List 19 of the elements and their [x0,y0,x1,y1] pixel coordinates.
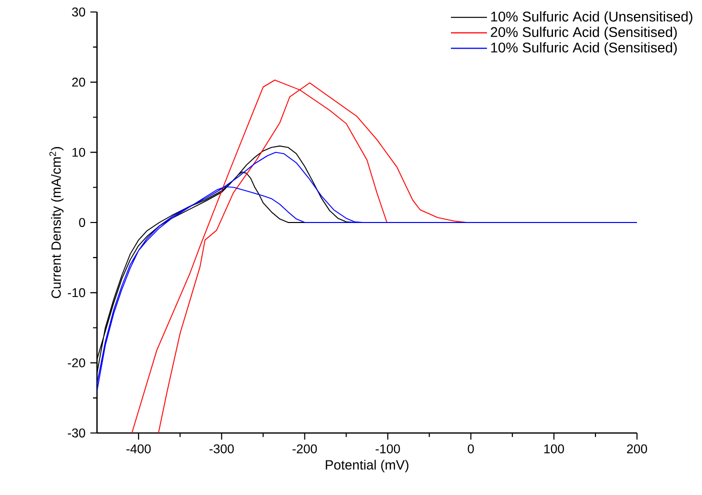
x-tick-label: 0 [468,444,474,454]
x-tick-label: -300 [210,444,234,454]
x-tick-label: 100 [544,444,564,454]
y-axis-title: Current Density (mA/cm$^{2}$) [49,147,64,298]
y-tick-label: -10 [68,288,86,298]
y-tick-label: 20 [72,78,86,87]
y-tick-label: -20 [68,358,86,368]
legend-label: 20% Sulfuric Acid (Sensitised) [490,26,677,40]
x-tick-label: -400 [126,444,151,454]
legend-label: 10% Sulfuric Acid (Unsensitised) [491,11,692,24]
y-tick-label: 0 [79,218,86,227]
y-tick-label: 30 [72,8,86,16]
y-tick-label: 10 [72,148,86,157]
legend-label: 10% Sulfuric Acid (Sensitised) [491,42,677,56]
x-tick-label: -200 [292,444,317,454]
y-tick-label: -30 [68,428,86,438]
x-tick-label: -100 [376,444,400,454]
x-axis-title: Potential (mV) [326,460,408,472]
x-tick-label: 200 [627,444,648,454]
